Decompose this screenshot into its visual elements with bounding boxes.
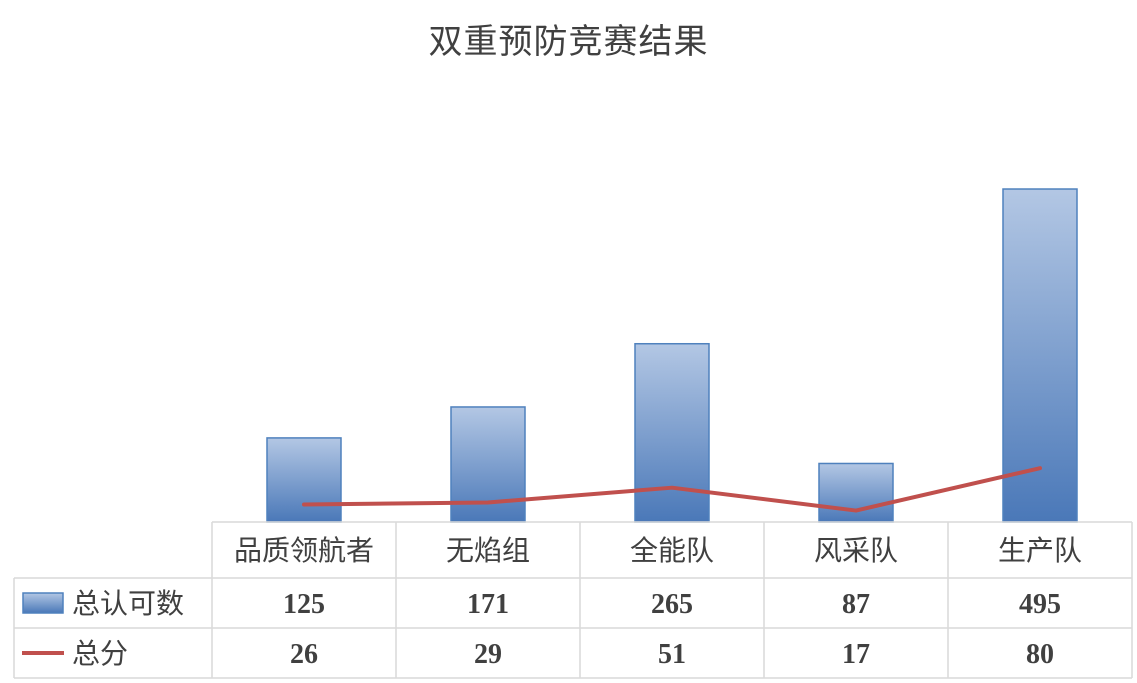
data-label: 125 xyxy=(283,589,325,620)
category-label: 风采队 xyxy=(814,534,898,567)
category-label: 生产队 xyxy=(998,534,1082,567)
data-label: 171 xyxy=(467,589,509,620)
line-series-total-score xyxy=(302,466,1042,513)
bars-layer xyxy=(266,188,1078,523)
legend-label-line: 总分 xyxy=(72,637,128,670)
bar-3 xyxy=(634,342,710,523)
data-label: 17 xyxy=(842,639,870,670)
data-label: 265 xyxy=(651,589,693,620)
category-label: 全能队 xyxy=(630,534,714,567)
data-label: 29 xyxy=(474,639,502,670)
data-label: 495 xyxy=(1019,589,1061,620)
data-label: 26 xyxy=(290,639,318,670)
legend-key-bar xyxy=(22,592,64,614)
data-label: 87 xyxy=(842,589,870,620)
bar-1 xyxy=(266,437,342,523)
bar-4 xyxy=(818,462,894,523)
data-label: 80 xyxy=(1026,639,1054,670)
line-layer xyxy=(302,466,1042,513)
category-label: 无焰组 xyxy=(446,534,530,567)
chart-title: 双重预防竞赛结果 xyxy=(428,22,709,62)
bar-5 xyxy=(1002,188,1078,523)
data-label: 51 xyxy=(658,639,686,670)
legend-label-bar: 总认可数 xyxy=(72,587,184,620)
category-label: 品质领航者 xyxy=(234,534,374,567)
